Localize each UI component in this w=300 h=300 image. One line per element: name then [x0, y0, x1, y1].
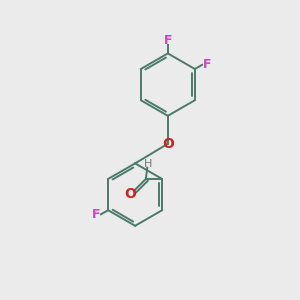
Text: F: F	[164, 34, 172, 47]
Text: F: F	[92, 208, 100, 221]
Text: O: O	[124, 187, 136, 201]
Text: H: H	[143, 158, 152, 169]
Text: O: O	[162, 137, 174, 151]
Text: F: F	[202, 58, 211, 70]
